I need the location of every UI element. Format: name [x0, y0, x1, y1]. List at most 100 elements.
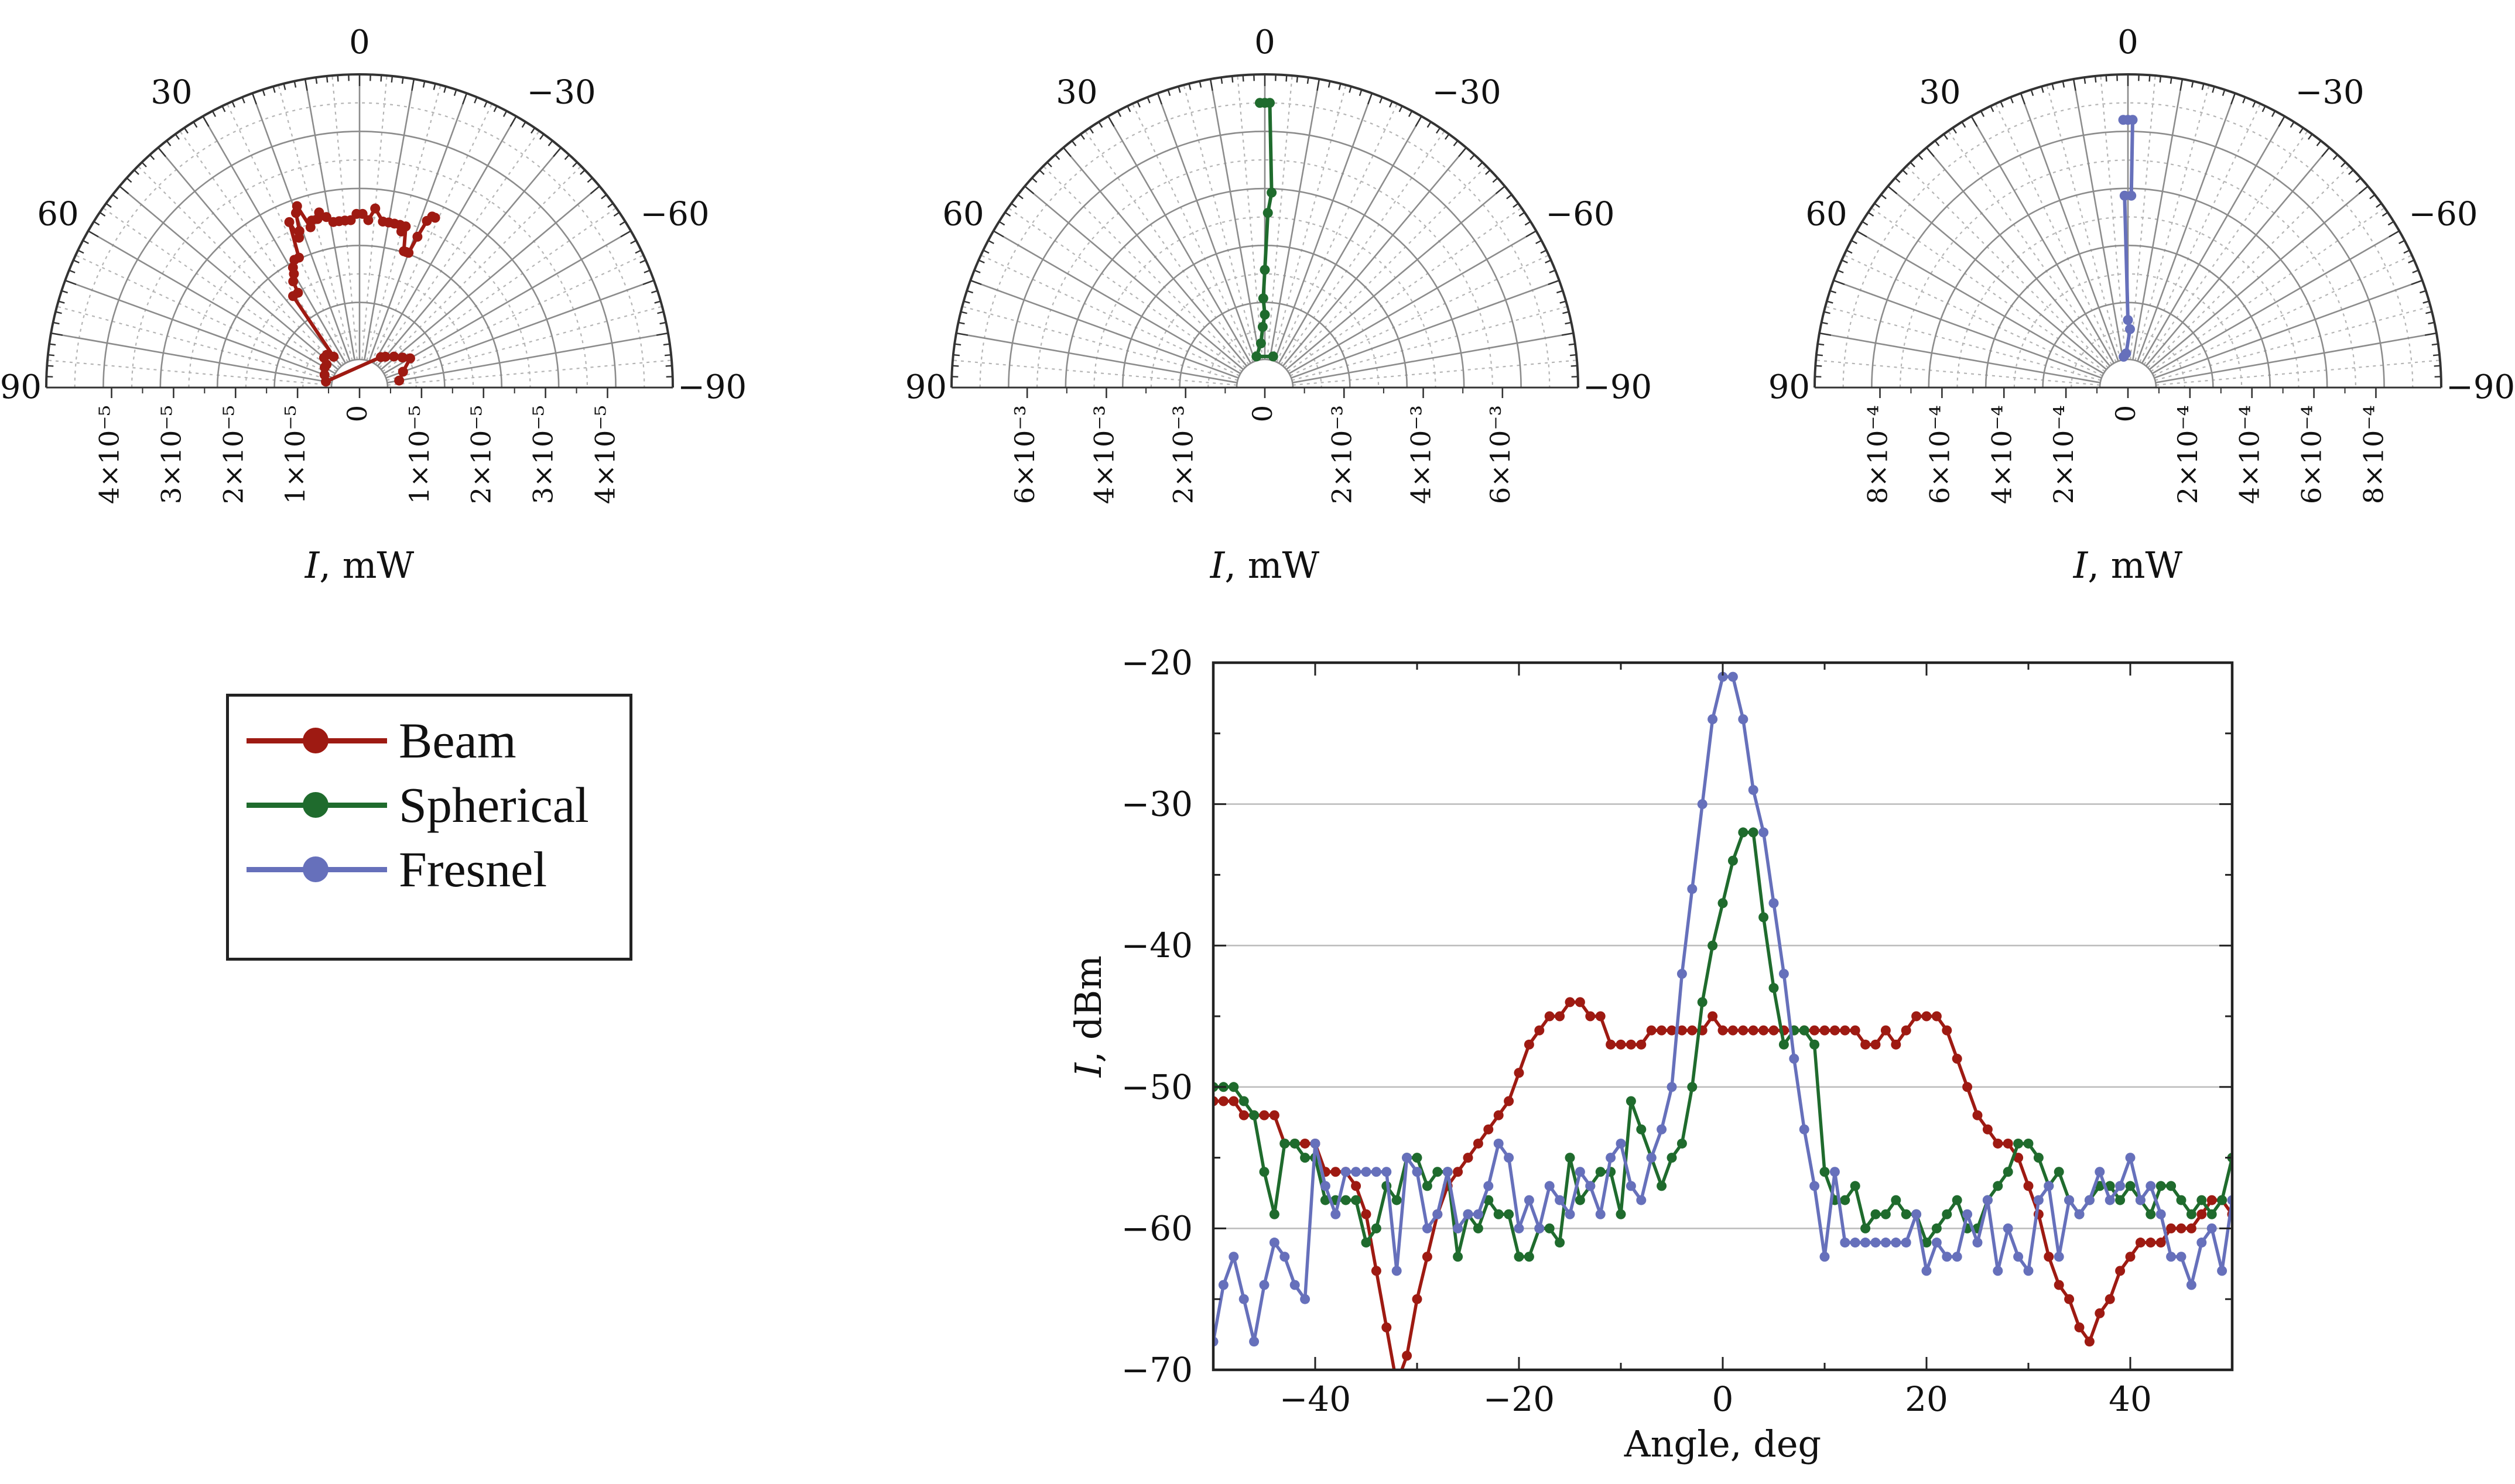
polar-rim-tick — [231, 101, 235, 108]
polar-rim-tick — [272, 86, 276, 93]
legend-item-fresnel: Fresnel — [247, 837, 547, 902]
data-point-spherical — [1952, 1195, 1962, 1205]
polar-rim-tick — [2358, 186, 2369, 194]
polar-data-point — [290, 208, 301, 218]
x-axis-label: Angle, deg — [1624, 1423, 1821, 1465]
polar-rim-tick — [963, 300, 970, 304]
polar-rim-tick — [1961, 121, 1966, 128]
data-point-fresnel — [1412, 1167, 1422, 1177]
polar-grid-spoke-minor — [382, 207, 617, 372]
polar-rim-tick — [2191, 81, 2194, 88]
data-point-spherical — [2176, 1195, 2186, 1205]
polar-rim-tick — [2083, 77, 2086, 84]
polar-rim-tick — [1408, 111, 1413, 117]
radial-tick-label: 4×10⁻³ — [1405, 405, 1437, 504]
polar-rim-tick — [88, 230, 99, 238]
polar-angle-label: 30 — [1056, 74, 1097, 112]
data-point-beam — [2176, 1223, 2186, 1233]
polar-rim-tick — [2170, 77, 2172, 84]
polar-grid-spoke-minor — [2155, 306, 2431, 381]
polar-rim-tick — [1285, 75, 1288, 82]
data-point-fresnel — [2013, 1252, 2024, 1262]
polar-rim-tick — [141, 162, 147, 167]
data-point-fresnel — [1391, 1266, 1402, 1276]
polar-rim-tick — [1046, 162, 1052, 167]
data-point-beam — [2003, 1138, 2013, 1149]
x-tick-label: −20 — [1483, 1379, 1555, 1419]
polar-rim-tick — [548, 140, 553, 146]
polar-rim-tick — [521, 121, 526, 128]
data-point-beam — [1544, 1011, 1555, 1022]
data-point-spherical — [1993, 1181, 2003, 1191]
y-tick-label: −20 — [1121, 643, 1193, 683]
polar-rim-tick — [978, 259, 985, 263]
polar-rim-tick — [539, 133, 545, 140]
data-point-fresnel — [2146, 1181, 2156, 1191]
y-tick-label: −30 — [1121, 784, 1193, 824]
polar-rim-tick — [1874, 203, 1880, 208]
polar-data-point — [284, 217, 295, 227]
polar-grid-ring — [273, 301, 446, 388]
polar-rim-tick — [974, 269, 981, 273]
data-point-beam — [1870, 1039, 1881, 1050]
polar-rim-tick — [2159, 76, 2162, 83]
data-point-beam — [1534, 1025, 1545, 1036]
data-point-beam — [1880, 1025, 1891, 1036]
data-point-spherical — [1504, 1209, 1514, 1219]
data-point-fresnel — [1708, 714, 1718, 725]
data-point-beam — [1708, 1011, 1718, 1022]
polar-rim-tick — [2201, 83, 2205, 90]
data-point-fresnel — [1289, 1280, 1300, 1290]
data-point-spherical — [1636, 1124, 1647, 1135]
data-point-fresnel — [1880, 1238, 1891, 1248]
polar-rim-tick — [2242, 97, 2246, 104]
data-point-beam — [2186, 1223, 2196, 1233]
data-point-fresnel — [1840, 1238, 1850, 1248]
polar-rim-tick — [53, 321, 60, 325]
polar-rim-tick — [1880, 194, 1887, 200]
polar-rim-tick — [1513, 203, 1519, 208]
data-point-fresnel — [2044, 1181, 2054, 1191]
data-point-fresnel — [1778, 969, 1789, 979]
polar-angle-label: 30 — [1919, 74, 1960, 112]
polar-angle-label: −30 — [2295, 74, 2365, 112]
data-point-fresnel — [1697, 799, 1708, 810]
polar-grid-spoke-minor — [386, 306, 663, 381]
polar-rim-tick — [1894, 177, 1901, 183]
data-point-beam — [1636, 1039, 1647, 1050]
polar-rim-tick — [2411, 279, 2423, 285]
polar-rim-tick — [1902, 169, 1908, 175]
polar-data-point — [288, 291, 299, 301]
polar-grid-ring — [1008, 131, 1522, 388]
data-point-beam — [1269, 1110, 1279, 1120]
polar-rim-tick — [93, 221, 100, 226]
data-point-beam — [1911, 1011, 1922, 1022]
polar-angle-label: 90 — [1768, 368, 1810, 406]
polar-data-point — [1267, 187, 1277, 198]
data-point-beam — [1626, 1039, 1636, 1050]
data-point-beam — [1717, 1025, 1728, 1036]
polar-data-point — [2123, 315, 2133, 325]
polar-data-point — [399, 246, 409, 256]
data-point-spherical — [1880, 1209, 1891, 1219]
legend-item-beam: Beam — [247, 708, 516, 773]
data-point-spherical — [2115, 1195, 2126, 1205]
data-point-fresnel — [1504, 1153, 1514, 1163]
legend-swatch-fresnel — [247, 837, 387, 902]
polar-rim-tick — [1338, 83, 1342, 90]
data-point-spherical — [2166, 1181, 2177, 1191]
polar-rim-tick — [580, 169, 586, 175]
polar-rim-tick — [1071, 140, 1077, 146]
polar-rim-tick — [174, 133, 180, 140]
polar-grid-ring-minor — [1900, 159, 2356, 388]
data-point-beam — [1351, 1181, 1361, 1191]
data-point-beam — [1300, 1138, 1310, 1149]
data-point-beam — [1657, 1025, 1667, 1036]
data-point-beam — [1463, 1153, 1473, 1163]
polar-data-point — [422, 215, 432, 226]
polar-rim-tick — [1826, 300, 1833, 304]
data-point-fresnel — [1962, 1209, 1973, 1219]
radial-tick-label: 0 — [341, 405, 373, 422]
polar-rim-tick — [998, 221, 1005, 226]
legend-label-fresnel: Fresnel — [399, 841, 548, 897]
